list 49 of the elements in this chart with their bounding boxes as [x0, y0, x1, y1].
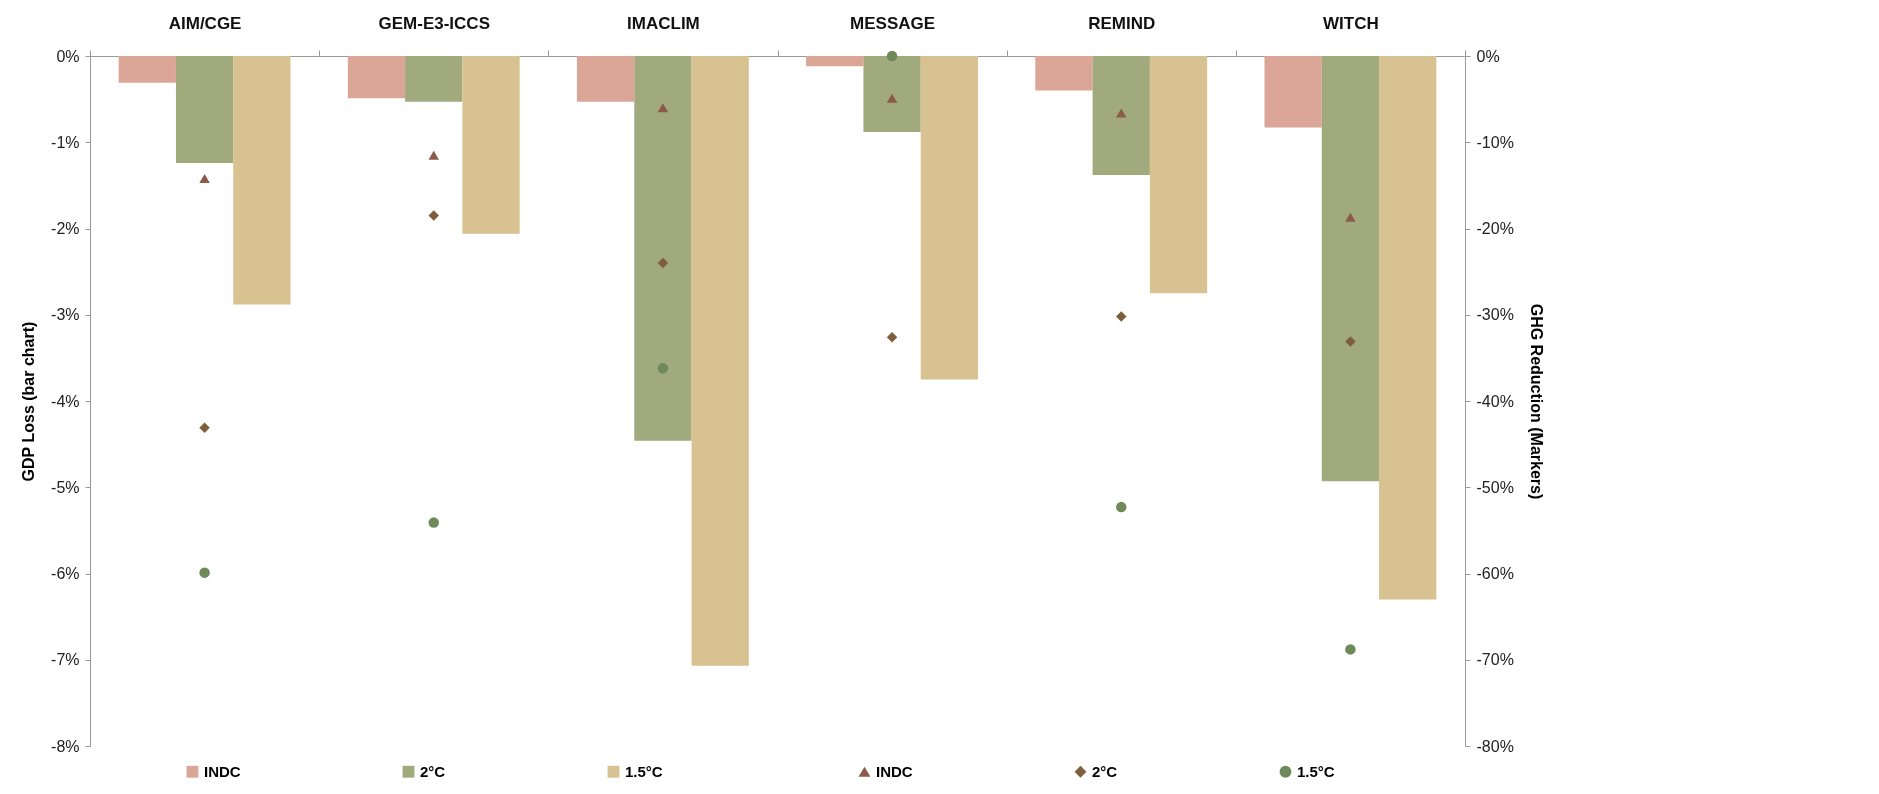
x-tick-label: MESSAGE — [850, 13, 936, 33]
y2-tick-label: -40% — [1476, 392, 1514, 410]
point — [886, 331, 898, 343]
x-tick-label: AIM/CGE — [168, 13, 242, 33]
y-tick-label: 0% — [56, 47, 80, 65]
y-axis-title: GDP Loss (bar chart) — [20, 321, 38, 482]
y2-tick-label: -50% — [1476, 478, 1514, 496]
point — [657, 362, 669, 374]
point — [199, 173, 210, 184]
y2-tick-label: 0% — [1476, 47, 1500, 65]
y2-tick-label: -10% — [1476, 133, 1514, 151]
point — [428, 517, 439, 528]
point — [1345, 644, 1356, 655]
point — [1345, 336, 1356, 347]
point — [886, 93, 898, 103]
y2-tick-label: -80% — [1476, 737, 1514, 755]
legend-label: 1.5°C — [625, 762, 663, 780]
y2-tick-label: -70% — [1476, 651, 1514, 669]
x-tick-label: IMACLIM — [627, 13, 700, 33]
y2-tick-label: -20% — [1476, 220, 1514, 237]
y-tick-label: -2% — [51, 220, 80, 237]
y-tick-label: -4% — [51, 392, 80, 410]
point — [199, 422, 210, 433]
y-tick-label: -5% — [51, 478, 80, 496]
x-tick-label: REMIND — [1088, 13, 1156, 33]
point — [1116, 501, 1127, 513]
y2-axis-title: GHG Reduction (Markers) — [1527, 303, 1545, 500]
y-tick-label: -1% — [51, 133, 80, 151]
legend-label: 1.5°C — [1297, 762, 1335, 780]
point — [199, 567, 210, 578]
y-tick-label: -3% — [51, 306, 80, 324]
point — [657, 257, 669, 269]
x-tick-label: WITCH — [1323, 13, 1379, 33]
point — [428, 150, 439, 160]
legend-label: 2°C — [420, 762, 446, 780]
legend-label: INDC — [204, 762, 241, 780]
legend-label: INDC — [876, 762, 913, 780]
y2-tick-label: -30% — [1476, 306, 1514, 324]
point — [428, 210, 439, 221]
point — [1116, 311, 1127, 322]
legend-label: 2°C — [1092, 762, 1118, 780]
y-tick-label: -7% — [51, 651, 80, 669]
y2-tick-label: -60% — [1476, 565, 1514, 582]
point — [657, 103, 669, 113]
y-tick-label: -8% — [51, 737, 80, 755]
point — [1345, 212, 1356, 222]
point — [886, 50, 898, 62]
x-tick-label: GEM-E3-ICCS — [378, 13, 490, 33]
y-tick-label: -6% — [51, 565, 80, 582]
